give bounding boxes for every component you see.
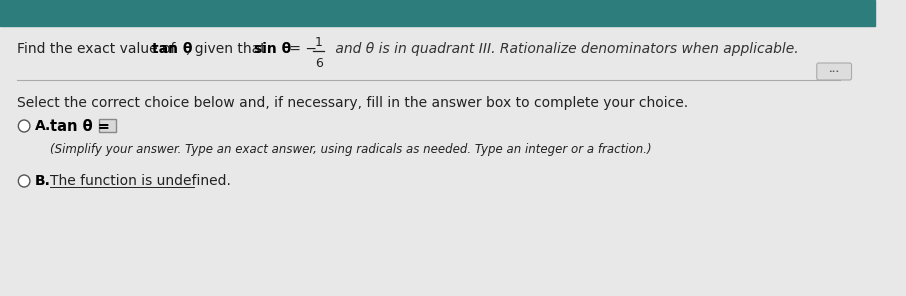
Circle shape	[18, 120, 30, 132]
Bar	[0, 0, 874, 26]
FancyBboxPatch shape	[100, 119, 116, 132]
Text: , given that: , given that	[187, 42, 271, 56]
Text: Select the correct choice below and, if necessary, fill in the answer box to com: Select the correct choice below and, if …	[17, 96, 689, 110]
Text: A.: A.	[34, 119, 51, 133]
Text: tan θ: tan θ	[151, 42, 192, 56]
Text: •••: •••	[828, 69, 840, 74]
Text: tan θ =: tan θ =	[50, 118, 110, 133]
Text: and θ is in quadrant III. Rationalize denominators when applicable.: and θ is in quadrant III. Rationalize de…	[332, 42, 799, 56]
Text: = −: = −	[284, 42, 317, 56]
Text: B.: B.	[34, 174, 51, 188]
Text: 6: 6	[314, 57, 323, 70]
Text: 1: 1	[314, 36, 323, 49]
Circle shape	[18, 175, 30, 187]
Text: Find the exact value of: Find the exact value of	[17, 42, 180, 56]
Text: The function is undefined.: The function is undefined.	[50, 174, 231, 188]
FancyBboxPatch shape	[817, 63, 852, 80]
Text: sin θ: sin θ	[254, 42, 291, 56]
Text: (Simplify your answer. Type an exact answer, using radicals as needed. Type an i: (Simplify your answer. Type an exact ans…	[50, 143, 651, 156]
